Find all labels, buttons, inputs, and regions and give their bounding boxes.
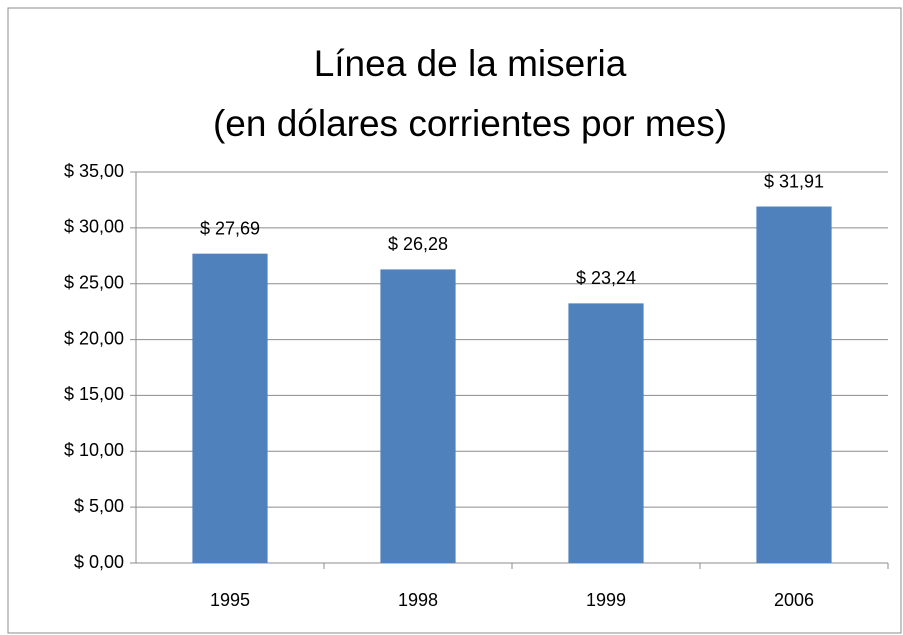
data-label: $ 26,28 [388,234,448,254]
data-label: $ 27,69 [200,218,260,238]
x-tick-label: 1998 [398,590,438,610]
bar [756,206,832,563]
x-tick-label: 2006 [774,590,814,610]
chart-title: Línea de la miseria [314,43,627,84]
y-tick-label: $ 25,00 [64,272,124,292]
y-tick-label: $ 10,00 [64,440,124,460]
x-tick-label: 1995 [210,590,250,610]
bar [568,303,644,563]
data-label: $ 23,24 [576,268,636,288]
y-tick-label: $ 5,00 [74,496,124,516]
chart-subtitle: (en dólares corrientes por mes) [213,103,727,144]
bar [192,253,268,563]
bar [380,269,456,563]
y-tick-label: $ 20,00 [64,328,124,348]
y-tick-label: $ 15,00 [64,384,124,404]
y-tick-label: $ 35,00 [64,161,124,181]
data-label: $ 31,91 [764,171,824,191]
y-tick-label: $ 30,00 [64,217,124,237]
x-tick-label: 1999 [586,590,626,610]
y-tick-label: $ 0,00 [74,552,124,572]
